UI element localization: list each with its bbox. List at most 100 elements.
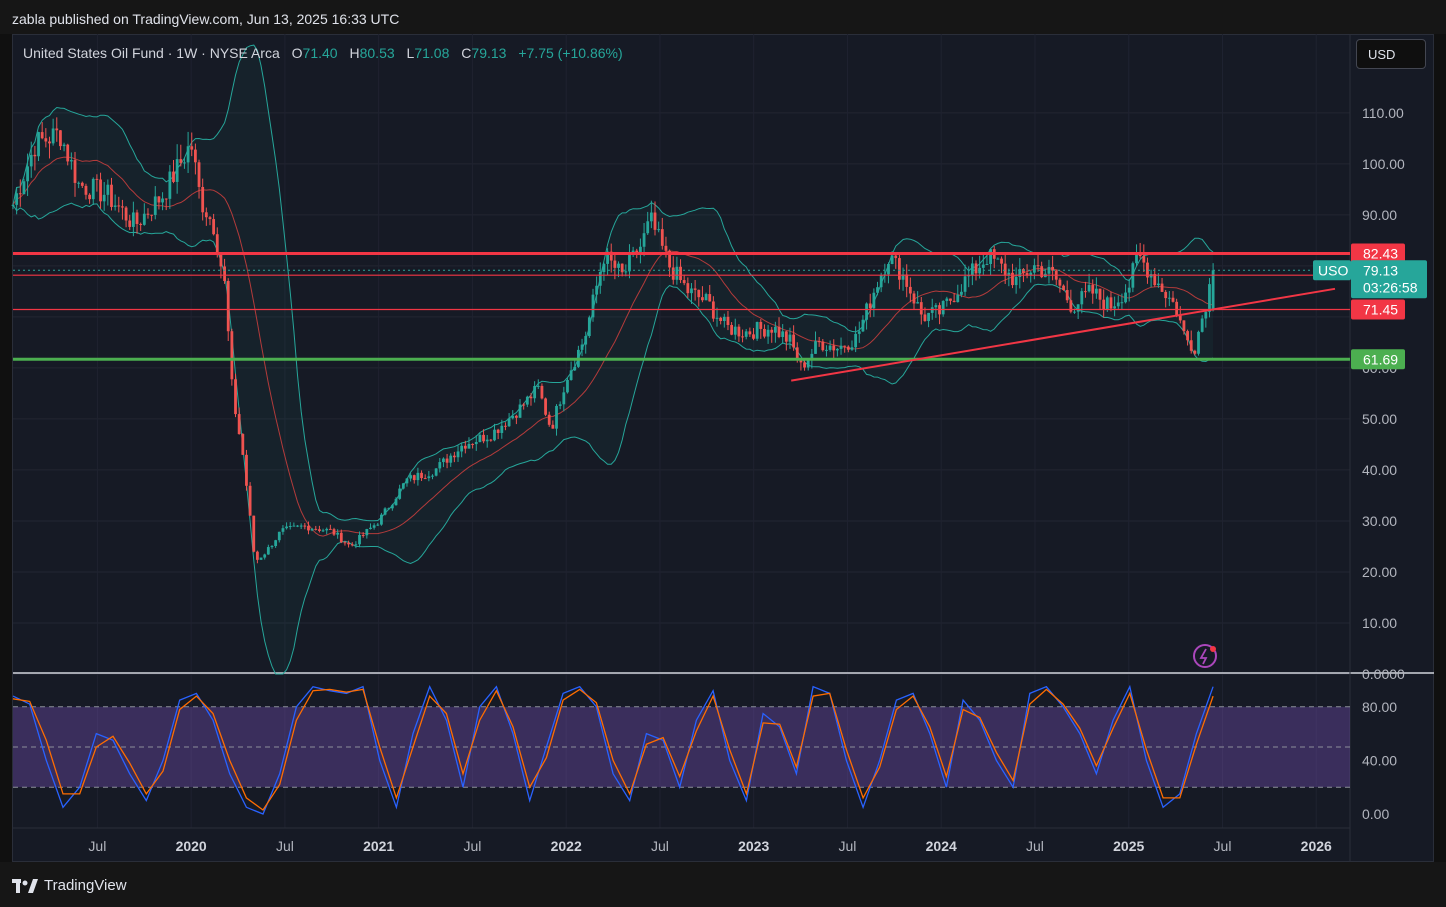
candle-body [547, 414, 551, 425]
candle-body [857, 331, 861, 334]
candle-body [310, 528, 314, 531]
candle-body [708, 294, 712, 302]
candle-body [161, 198, 164, 203]
candle-body [1186, 331, 1189, 341]
candle-body [569, 370, 573, 380]
candle-body [686, 283, 690, 294]
candle-body [204, 212, 208, 218]
candle-body [868, 303, 872, 309]
oscillator-lines [12, 684, 1214, 815]
candle-body [219, 254, 223, 267]
candle-body [887, 264, 890, 275]
candle-body [482, 434, 485, 442]
candle-body [522, 404, 526, 406]
candle-body [675, 266, 679, 280]
time-tick-label: 2023 [738, 838, 769, 854]
candle-body [872, 292, 876, 309]
currency-button[interactable]: USD [1356, 39, 1426, 69]
candle-body [996, 258, 1000, 260]
candle-body [923, 314, 927, 322]
candle-body [131, 212, 135, 227]
candle-body [1084, 291, 1087, 293]
candle-body [358, 534, 361, 545]
candle-body [1062, 285, 1065, 291]
candle-body [974, 263, 978, 274]
candle-body [1011, 272, 1014, 286]
top-bar: zabla published on TradingView.com, Jun … [0, 0, 1446, 34]
candle-body [828, 345, 832, 350]
candle-body [507, 418, 511, 427]
candle-body [500, 425, 504, 433]
candle-body [193, 149, 197, 163]
candle-body [617, 263, 620, 268]
candle-body [350, 544, 354, 546]
oscillator-tick-label: 0.00 [1362, 806, 1389, 822]
candle-body [843, 345, 847, 347]
current-price-tag-bg [1351, 260, 1427, 299]
symbol-tag-bg [1313, 260, 1351, 281]
candle-body [1022, 269, 1025, 274]
candle-body [1200, 318, 1204, 332]
candle-body [504, 425, 507, 427]
candle-body [164, 198, 168, 200]
candle-body [642, 233, 646, 247]
candle-body [11, 204, 15, 206]
candle-body [398, 488, 402, 499]
trendline-segment [791, 287, 1336, 382]
candle-body [325, 528, 329, 531]
candle-body [230, 331, 234, 380]
candle-body [40, 132, 44, 139]
candle-body [690, 288, 693, 294]
candle-body [1204, 311, 1208, 319]
time-tick-label: Jul [838, 838, 856, 854]
alert-icon[interactable] [1193, 644, 1217, 668]
chart-canvas[interactable]: 110.00100.0090.0060.0050.0040.0030.0020.… [0, 0, 1446, 862]
candle-body [66, 144, 70, 162]
candle-body [15, 193, 19, 205]
candle-body [474, 442, 478, 445]
candle-body [88, 194, 92, 200]
candle-body [1208, 284, 1211, 312]
candle-body [383, 508, 387, 515]
candle-body [1116, 302, 1120, 307]
candle-body [861, 319, 865, 332]
price-tick-label: 0.0000 [1362, 666, 1405, 682]
brand[interactable]: TradingView [12, 877, 127, 894]
candle-body [339, 532, 343, 543]
candle-body [485, 439, 489, 442]
candle-body [369, 527, 372, 530]
candle-body [908, 286, 912, 294]
candle-body [343, 542, 347, 544]
candle-body [1193, 350, 1197, 354]
candle-body [916, 302, 920, 304]
candle-body [423, 478, 427, 480]
candle-body [73, 160, 77, 183]
currency-label: USD [1368, 47, 1396, 62]
candle-body [106, 184, 110, 195]
candle-body [347, 542, 350, 545]
candle-body [620, 263, 624, 273]
candle-body [263, 554, 267, 558]
time-tick-label: 2022 [551, 838, 582, 854]
candle-body [803, 362, 806, 368]
candle-body [784, 331, 788, 342]
candle-body [514, 415, 518, 418]
candle-body [405, 478, 409, 484]
candle-body [722, 316, 726, 322]
symbol-title: United States Oil Fund · 1W · NYSE Arca [23, 45, 280, 61]
candle-body [555, 405, 558, 429]
candle-body [372, 525, 376, 528]
candle-body [336, 532, 340, 535]
candle-body [26, 166, 29, 182]
candle-body [573, 366, 577, 371]
time-tick-label: 2024 [926, 838, 957, 854]
candle-body [51, 128, 55, 144]
oscillator-d-line [12, 688, 1214, 811]
candle-body [795, 347, 799, 361]
bollinger-upper [12, 44, 1214, 522]
candle-body [434, 468, 438, 476]
candle-body [558, 404, 562, 406]
close-value: 79.13 [471, 45, 507, 61]
candle-body [321, 530, 325, 532]
candle-body [431, 475, 434, 477]
